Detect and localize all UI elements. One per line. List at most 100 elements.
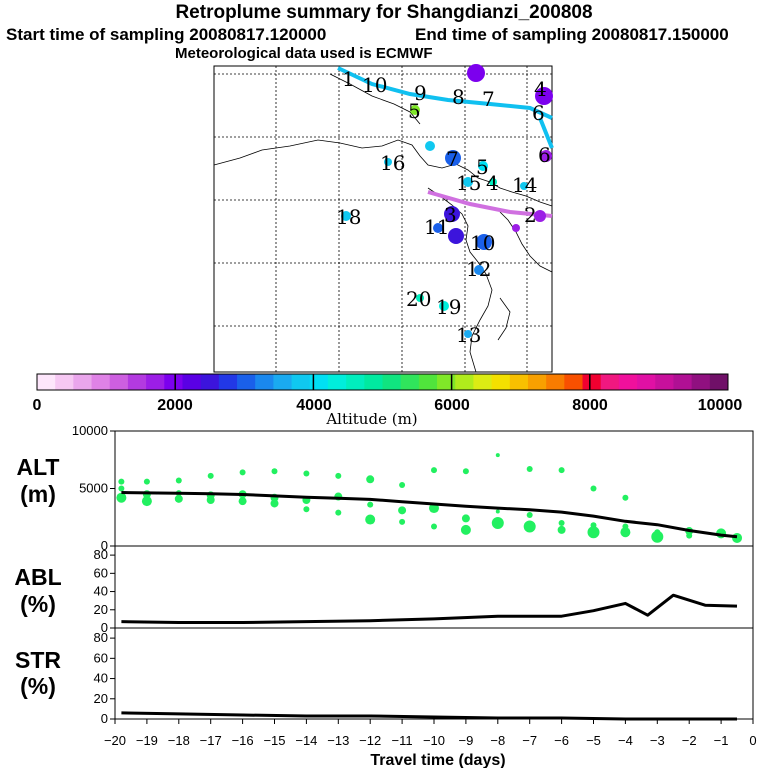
- colorbar-swatch: [91, 374, 111, 390]
- plume-dot: [478, 161, 488, 171]
- map-label: 9: [414, 81, 427, 105]
- plume-dot: [474, 265, 484, 275]
- x-tick-label: −6: [554, 733, 569, 748]
- map-label: 12: [466, 257, 491, 281]
- plume-dot: [540, 150, 552, 162]
- colorbar-swatch: [691, 374, 711, 390]
- abl-panel-title: ABL: [14, 564, 61, 590]
- x-tick-label: −5: [586, 733, 601, 748]
- colorbar-swatch: [55, 374, 74, 390]
- map-panel: 1 10 9 8 7 5 6 4 16 7 5 15 4 14 18 3 2 1…: [213, 64, 554, 373]
- map-label: 20: [406, 287, 431, 311]
- abl-ytick-label: 0: [101, 620, 108, 635]
- x-tick-label: −1: [714, 733, 729, 748]
- colorbar-swatch: [618, 374, 638, 390]
- colorbar-swatch: [127, 374, 147, 390]
- colorbar-tick: 4000: [296, 397, 332, 414]
- plume-track-cyan: [337, 66, 553, 120]
- plume-dot: [444, 206, 460, 222]
- plume-dot: [445, 150, 461, 166]
- map-label: 11: [424, 215, 449, 239]
- alt-scatter-point: [523, 520, 536, 533]
- colorbar-swatch: [709, 374, 729, 390]
- x-tick-label: −14: [295, 733, 317, 748]
- colorbar-swatch: [382, 374, 402, 390]
- colorbar-tick: 2000: [157, 397, 193, 414]
- map-label: 2: [524, 203, 537, 227]
- colorbar-swatch: [491, 374, 511, 390]
- colorbar-swatch: [291, 374, 311, 390]
- alt-panel-title: ALT: [16, 454, 59, 480]
- x-tick-label: −10: [423, 733, 445, 748]
- alt-series-line: [121, 491, 738, 539]
- abl-ytick-label: 60: [94, 565, 108, 580]
- x-tick-label: −13: [327, 733, 349, 748]
- x-tick-label: −12: [359, 733, 381, 748]
- colorbar-swatch: [546, 374, 565, 390]
- map-label: 7: [482, 87, 495, 111]
- plume-track-cyan-2: [538, 117, 554, 149]
- map-label: 19: [436, 295, 461, 319]
- alt-scatter-point: [365, 514, 376, 525]
- colorbar-swatch: [527, 374, 547, 390]
- colorbar-swatch: [455, 374, 474, 390]
- plume-dot: [489, 178, 497, 186]
- abl-series-line: [121, 593, 738, 624]
- alt-scatter-point: [207, 472, 214, 479]
- map-label: 7: [446, 147, 459, 171]
- alt-scatter-point: [399, 482, 406, 489]
- alt-scatter-point: [206, 496, 215, 504]
- colorbar-swatch: [237, 374, 256, 390]
- abl-ytick-label: 20: [94, 602, 108, 617]
- colorbar-ticks: 0 2000 4000 6000 8000 10000: [33, 397, 743, 414]
- x-tick-label: 0: [749, 733, 756, 748]
- colorbar-swatch: [400, 374, 420, 390]
- alt-scatter-point: [239, 469, 246, 476]
- map-labels: 1 10 9 8 7 5 6 4 16 7 5 15 4 14 18 3 2 1…: [336, 67, 551, 347]
- colorbar-swatch: [164, 374, 183, 390]
- colorbar-swatch: [327, 374, 347, 390]
- x-tick-label: −4: [618, 733, 633, 748]
- x-tick-label: −11: [392, 733, 413, 748]
- alt-scatter-point: [141, 496, 152, 507]
- str-panel-unit: (%): [20, 673, 56, 699]
- plume-dot: [463, 177, 473, 187]
- x-axis-label: Travel time (days): [370, 752, 505, 768]
- map-label: 5: [476, 155, 489, 179]
- plume-dot: [433, 223, 443, 233]
- plume-dot: [439, 301, 449, 311]
- x-axis: −20 −19 −18 −17 −16 −15 −14 −13 −12 −11 −10 −9 −8 −7−…: [104, 719, 757, 748]
- alt-scatter-point: [732, 532, 743, 543]
- colorbar-tick: 0: [33, 397, 42, 414]
- alt-scatter-point: [118, 485, 125, 492]
- colorbar-swatch: [564, 374, 584, 390]
- plume-dot: [425, 141, 435, 151]
- colorbar-tick: 8000: [572, 397, 608, 414]
- map-gridlines: [214, 66, 552, 372]
- plume-dot: [467, 64, 485, 82]
- alt-scatter-point: [462, 468, 469, 475]
- alt-scatter-point: [116, 492, 127, 503]
- colorbar-swatch: [509, 374, 529, 390]
- str-ytick-label: 60: [94, 650, 108, 665]
- alt-scatter-point: [174, 494, 183, 503]
- alt-scatter-point: [620, 527, 631, 538]
- alt-scatter-point: [622, 494, 629, 501]
- colorbar-swatch: [346, 374, 365, 390]
- map-label: 6: [532, 101, 545, 125]
- colorbar-swatch: [637, 374, 656, 390]
- plume-dot: [534, 210, 546, 222]
- abl-panel: 0 20 40 60 80: [94, 547, 738, 635]
- x-tick-label: −16: [232, 733, 254, 748]
- alt-scatter-point: [558, 467, 565, 474]
- x-tick-label: −19: [136, 733, 158, 748]
- map-label: 10: [362, 73, 387, 97]
- alt-scatter-point: [461, 514, 470, 523]
- alt-scatter-point: [367, 501, 374, 508]
- colorbar-tick: 10000: [698, 397, 743, 414]
- alt-scatter-point: [590, 485, 597, 492]
- plume-dots: [341, 64, 553, 338]
- alt-ytick-label: 0: [101, 538, 108, 553]
- colorbar-swatch: [364, 374, 383, 390]
